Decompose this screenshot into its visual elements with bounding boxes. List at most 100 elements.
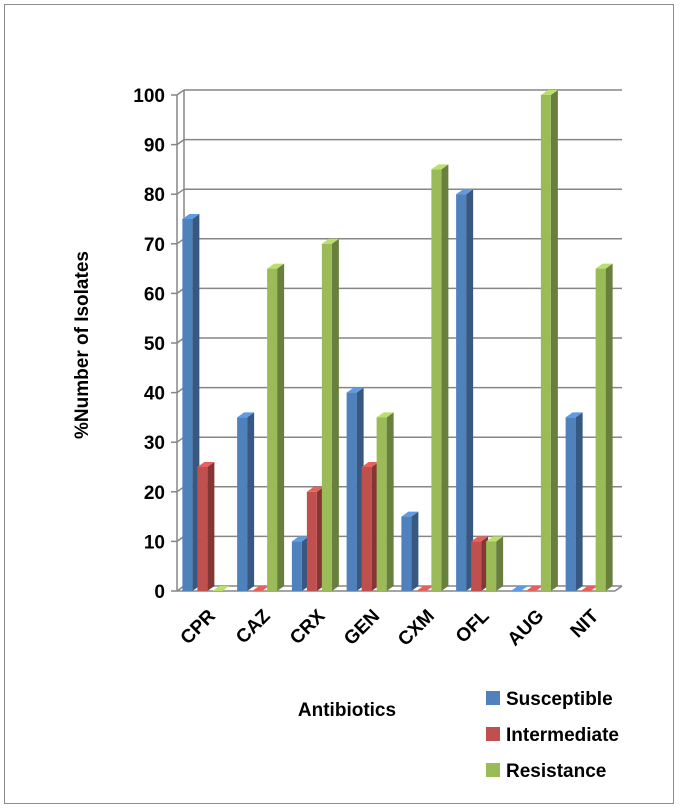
x-axis-title: Antibiotics: [298, 700, 396, 721]
x-tick-label: AUG: [504, 606, 549, 651]
bar: [595, 263, 613, 591]
bar-side: [386, 412, 394, 591]
x-tick-label: OFL: [452, 605, 494, 647]
y-tick-label: 80: [144, 185, 165, 206]
bar-front: [306, 491, 317, 591]
bar-side: [207, 462, 215, 591]
y-tick-label: 0: [154, 582, 165, 603]
bar-front: [565, 417, 576, 591]
bar-top: [416, 586, 434, 591]
bar: [212, 586, 230, 591]
bar-front: [540, 95, 551, 591]
bar-front: [321, 243, 332, 592]
bar-top: [456, 189, 474, 195]
bars: [182, 90, 613, 592]
bar-top: [182, 214, 200, 219]
bar: [306, 486, 324, 591]
y-tick-label: 20: [144, 483, 165, 504]
legend-label: Resistance: [506, 761, 606, 782]
y-tick-label: 30: [144, 433, 165, 454]
x-tick-label: GEN: [340, 606, 384, 650]
bar-side: [331, 238, 339, 592]
bar-side: [605, 263, 613, 591]
bar-side: [496, 536, 504, 591]
legend-swatch: [486, 763, 500, 777]
legend-label: Susceptible: [506, 689, 613, 710]
bar-top: [197, 462, 215, 467]
bar: [267, 263, 285, 591]
y-tick-label: 40: [144, 384, 165, 405]
y-tick-label: 50: [144, 334, 165, 355]
bar-front: [595, 268, 606, 591]
bar-front: [197, 467, 208, 591]
bar-side: [550, 90, 558, 591]
bar: [456, 189, 474, 591]
bar: [525, 586, 543, 591]
bar-front: [376, 417, 387, 591]
gridline-side: [176, 138, 185, 146]
y-axis-title: %Number of Isolates: [72, 251, 93, 439]
bar: [346, 387, 364, 591]
bar-top: [510, 586, 528, 591]
x-tick-label: CAZ: [232, 605, 275, 648]
legend-label: Intermediate: [506, 725, 619, 746]
x-tick-label: CXM: [394, 606, 439, 651]
bar-top: [321, 238, 339, 244]
bar-front: [361, 467, 372, 591]
bar-top: [486, 536, 504, 542]
bar-top: [306, 486, 324, 492]
bar-chart: 0 10 20 30 40 50 60 70 80 90 100 CPR CAZ CRX GEN CXM OF…: [72, 86, 623, 782]
bar: [376, 412, 394, 591]
bar-top: [237, 412, 255, 418]
bar: [401, 511, 419, 591]
bar-top: [376, 412, 394, 418]
bar: [471, 536, 489, 591]
bar-front: [346, 392, 357, 591]
y-tick-label: 100: [133, 86, 165, 107]
bar-top: [580, 586, 598, 591]
bar-top: [595, 263, 613, 269]
bar: [510, 586, 528, 591]
gridline-side: [176, 89, 185, 96]
bar-front: [486, 541, 497, 591]
bar-top: [540, 90, 558, 95]
bar-front: [456, 194, 467, 591]
bar-front: [431, 169, 442, 591]
bar: [486, 536, 504, 591]
bar-top: [471, 536, 489, 542]
legend: Susceptible Intermediate Resistance: [486, 689, 619, 782]
bar: [237, 412, 255, 591]
bar: [361, 462, 379, 591]
bar-front: [237, 417, 248, 591]
bar: [580, 586, 598, 591]
bar: [197, 462, 215, 591]
bar: [182, 214, 200, 591]
bar-front: [291, 541, 302, 591]
x-tick-label: NIT: [567, 605, 604, 642]
bar-top: [267, 263, 285, 269]
gridline-side: [176, 188, 185, 195]
legend-swatch: [486, 691, 500, 705]
y-tick-label: 10: [144, 532, 165, 553]
x-tick-label: CPR: [177, 605, 220, 648]
bar-side: [575, 412, 583, 591]
bar-top: [291, 536, 309, 542]
bar: [431, 164, 449, 591]
x-tick-label: CRX: [286, 605, 329, 648]
bar-top: [565, 412, 583, 418]
y-tick-label: 60: [144, 284, 165, 305]
bar-front: [471, 541, 482, 591]
legend-swatch: [486, 727, 500, 741]
bar-side: [466, 189, 474, 591]
bar: [540, 90, 558, 591]
bar: [252, 586, 270, 591]
bar-front: [182, 219, 193, 591]
bar-top: [252, 586, 270, 591]
floor-edge: [614, 585, 623, 592]
bar: [291, 536, 309, 591]
x-tick-labels: CPR CAZ CRX GEN CXM OFL AUG NIT: [177, 605, 604, 650]
legend-item: Intermediate: [486, 725, 619, 746]
bar-side: [441, 164, 449, 591]
bar: [321, 238, 339, 592]
legend-item: Susceptible: [486, 689, 613, 710]
